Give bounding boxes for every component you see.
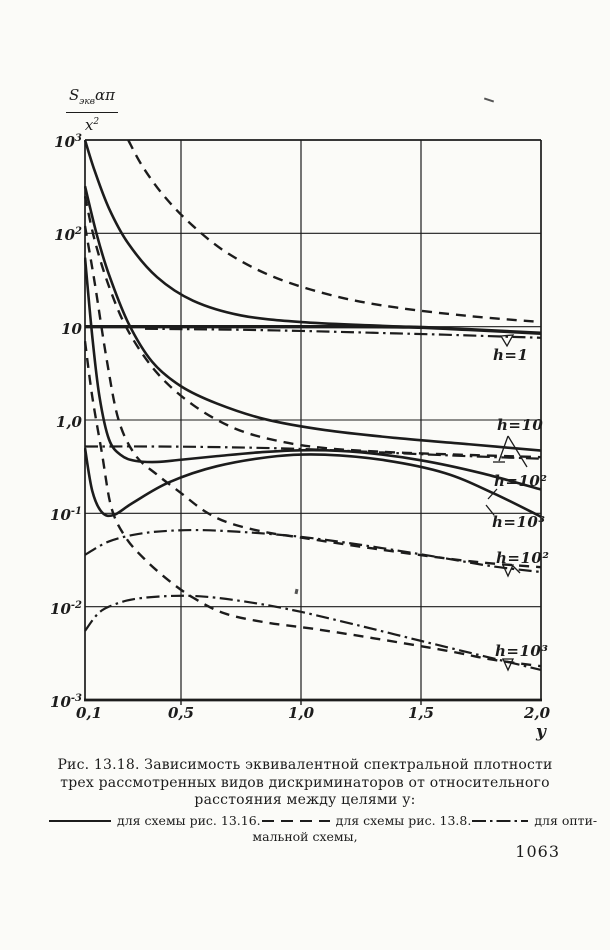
curve-dashdot-h10² [84,528,542,574]
caption-line-3: расстояния между целями у: [194,792,416,808]
figure-legend: для схемы рис. 13.16. для схемы рис. 13.… [48,813,597,844]
legend-item-dashdot: для опти- [471,813,597,828]
y-axis-label-denominator: x2 [84,116,100,134]
curve-dashed-h1 [127,139,542,324]
figure-caption: Рис. 13.18. Зависимость эквивалентной сп… [50,757,560,810]
y-tick: 1,0 [55,413,82,431]
page-number: 1063 [515,842,560,861]
x-tick: 0,1 [75,704,103,722]
curve-label-h1000: h=10³ [492,513,546,531]
curve-solid-thick-h1 [85,324,542,335]
legend-text-solid: для схемы рис. 13.16. [117,813,261,828]
curve-solid-h10² [84,257,542,491]
y-axis-label: Sэквαπ x2 [66,87,118,134]
dashed-line-sample-icon [261,819,330,822]
curve-dashed-h10 [84,195,542,459]
y-tick: 10-2 [50,600,82,618]
curve-solid-h1 [84,139,542,335]
x-tick: 1,0 [287,704,315,722]
curve-label-h100-low: h=10² [496,549,550,567]
legend-item-solid: для схемы рис. 13.16. [48,813,261,828]
legend-text-dashdot: для опти- [534,813,598,828]
solid-line-sample-icon [49,819,111,822]
curve-dashed-h10² [84,225,542,569]
x-tick: 2,0 [523,704,551,722]
legend-wrap-line: мальной схемы, [252,829,358,844]
x-tick: 1,5 [407,704,435,722]
y-tick: 10-3 [50,693,82,711]
curve-dashdot-h10³ [84,594,542,671]
dashdot-line-sample-icon [472,819,529,822]
x-tick: 0,5 [167,704,195,722]
curve-label-h100: h=10² [494,472,548,490]
y-tick: 10-1 [50,506,82,524]
curve-label-h1000-low: h=10³ [495,642,549,660]
curve-solid-h10³ [84,447,542,518]
curve-solid-h10 [84,185,542,452]
y-tick: 10 [61,320,82,338]
chart-plot [84,139,542,705]
y-tick: 103 [54,133,82,151]
curve-dashdot-h10 [84,445,542,460]
y-axis-label-numerator: Sэквαπ [66,87,118,113]
caption-line-2: трех рассмотренных видов дискриминаторов… [60,774,550,791]
caption-line-1: Рис. 13.18. Зависимость эквивалентной сп… [57,757,553,773]
x-axis-title: y [536,722,546,742]
legend-item-dashed: для схемы рис. 13.8. [261,813,472,828]
curve-label-h1: h=1 [493,346,529,364]
curve-label-h10: h=10 [497,416,544,434]
legend-text-dashed: для схемы рис. 13.8. [335,813,472,828]
curve-dashed-h10³ [84,340,542,668]
y-tick: 102 [54,226,82,244]
